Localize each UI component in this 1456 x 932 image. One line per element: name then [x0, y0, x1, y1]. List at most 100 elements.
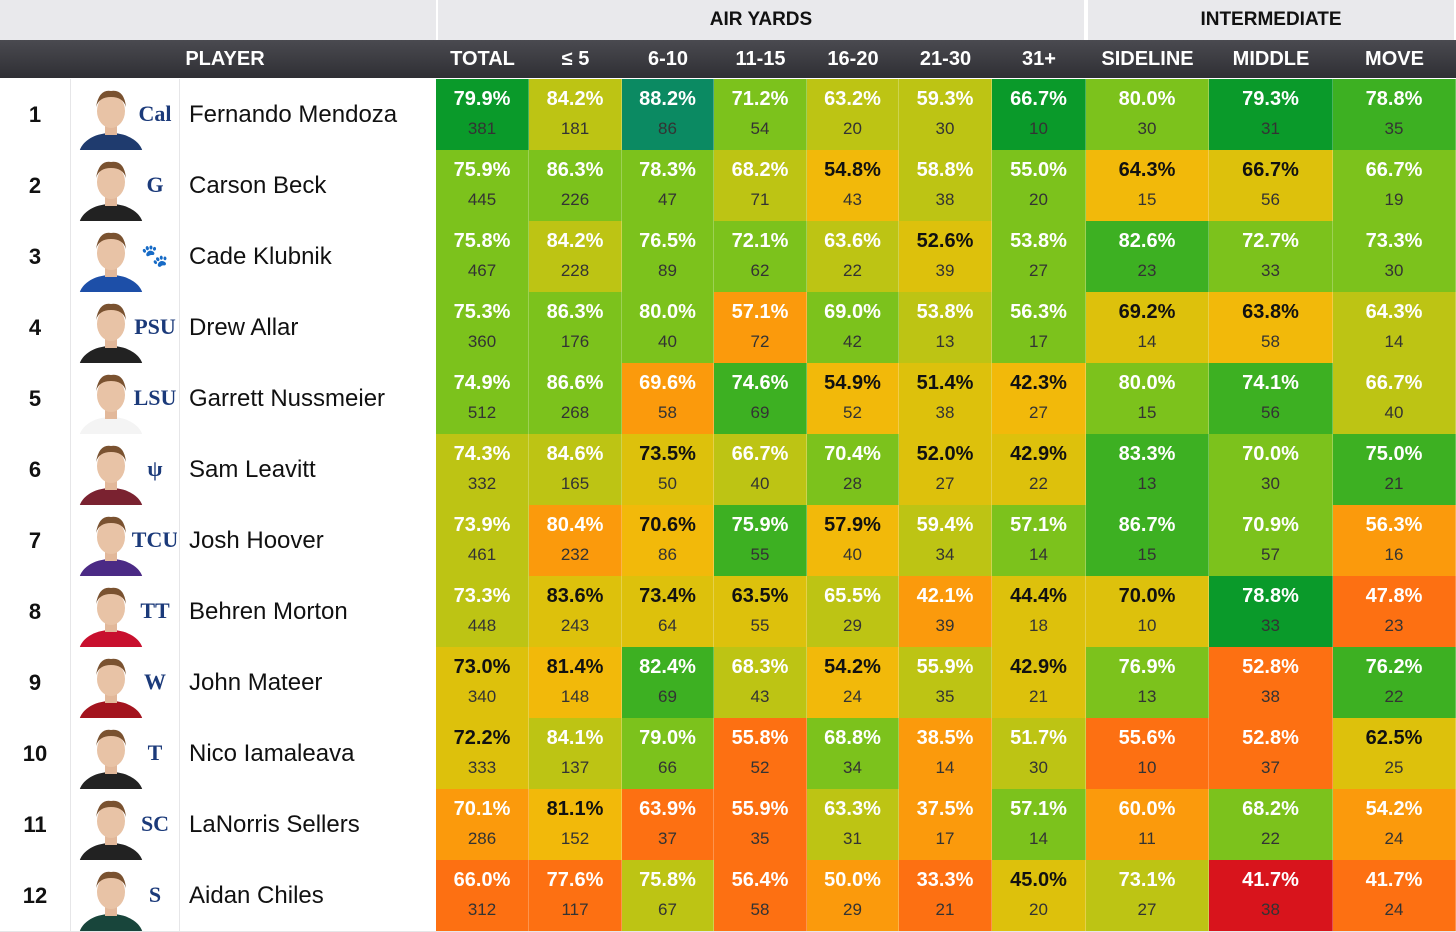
- attempt-count: 332: [467, 474, 497, 493]
- completion-pct: 84.1%: [546, 727, 604, 749]
- player-name: LaNorris Sellers: [189, 810, 360, 838]
- stat-cell: 84.6% 165: [529, 434, 622, 505]
- completion-pct: 42.9%: [1010, 443, 1067, 465]
- stat-cell: 55.9% 35: [714, 789, 807, 860]
- attempt-count: 30: [1029, 758, 1048, 777]
- attempt-count: 66: [658, 758, 677, 777]
- attempt-count: 86: [658, 545, 677, 564]
- stat-cell: 73.4% 64: [622, 576, 714, 647]
- completion-pct: 57.1%: [1010, 798, 1067, 820]
- column-header: 6-10: [647, 47, 689, 70]
- completion-pct: 55.8%: [731, 727, 789, 749]
- attempt-count: 14: [1029, 545, 1048, 564]
- attempt-count: 243: [560, 616, 590, 635]
- completion-pct: 38.5%: [916, 727, 974, 749]
- completion-pct: 42.3%: [1010, 372, 1067, 394]
- completion-pct: 69.6%: [639, 372, 696, 394]
- completion-pct: 86.6%: [546, 372, 604, 394]
- texastech-logo: TT: [140, 598, 170, 623]
- completion-pct: 70.0%: [1118, 585, 1176, 607]
- attempt-count: 31: [843, 829, 862, 848]
- completion-pct: 75.9%: [453, 159, 511, 181]
- attempt-count: 226: [560, 190, 590, 209]
- attempt-count: 181: [560, 119, 590, 138]
- completion-pct: 52.0%: [916, 443, 974, 465]
- completion-pct: 76.9%: [1118, 656, 1176, 678]
- stat-cell: 56.3% 17: [992, 292, 1086, 363]
- attempt-count: 57: [1261, 545, 1280, 564]
- avatar: S: [70, 860, 180, 931]
- attempt-count: 13: [1137, 687, 1157, 706]
- completion-pct: 75.3%: [453, 301, 511, 323]
- attempt-count: 14: [935, 758, 955, 777]
- stat-cell: 56.4% 58: [714, 860, 807, 931]
- stat-cell: 44.4% 18: [992, 576, 1086, 647]
- southcarolina-logo: SC: [141, 811, 169, 836]
- column-header: 31+: [1022, 47, 1056, 70]
- completion-pct: 70.1%: [453, 798, 511, 820]
- column-header: MIDDLE: [1232, 47, 1310, 70]
- attempt-count: 268: [560, 403, 590, 422]
- player-name: Nico Iamaleava: [189, 739, 355, 767]
- column-header: ≤ 5: [561, 47, 590, 70]
- completion-pct: 54.9%: [824, 372, 881, 394]
- table-row: 3 🐾 Cade Klubnik 75.8% 467 84.2% 228 76.5% 89 72.…: [0, 221, 1456, 293]
- column-header: 21-30: [919, 47, 972, 70]
- attempt-count: 30: [1384, 261, 1404, 280]
- attempt-count: 72: [750, 332, 770, 351]
- attempt-count: 52: [750, 758, 770, 777]
- completion-pct: 88.2%: [639, 88, 696, 110]
- completion-pct: 41.7%: [1365, 869, 1423, 891]
- completion-pct: 84.2%: [546, 230, 604, 252]
- completion-pct: 69.2%: [1118, 301, 1176, 323]
- avatar: G: [70, 150, 180, 221]
- player-photo-icon: G: [79, 161, 164, 221]
- stat-cell: 83.3% 13: [1086, 434, 1209, 505]
- stat-cell: 79.3% 31: [1209, 79, 1333, 150]
- completion-pct: 73.9%: [453, 514, 511, 536]
- completion-pct: 86.3%: [546, 301, 604, 323]
- player-rank: 9: [28, 669, 42, 695]
- attempt-count: 10: [1137, 616, 1157, 635]
- attempt-count: 13: [935, 332, 955, 351]
- attempt-count: 22: [1029, 474, 1048, 493]
- stat-cell: 70.0% 10: [1086, 576, 1209, 647]
- attempt-count: 21: [935, 900, 955, 919]
- attempt-count: 21: [1029, 687, 1048, 706]
- attempt-count: 10: [1137, 758, 1157, 777]
- attempt-count: 14: [1137, 332, 1157, 351]
- table-row: 5 LSU Garrett Nussmeier 74.9% 512 86.6% 268 69.…: [0, 363, 1456, 435]
- stat-cell: 86.3% 176: [529, 292, 622, 363]
- avatar: LSU: [70, 363, 180, 434]
- stat-cell: 65.5% 29: [807, 576, 899, 647]
- attempt-count: 30: [1261, 474, 1280, 493]
- stat-cell: 76.9% 13: [1086, 647, 1209, 718]
- stat-cell: 62.5% 25: [1333, 718, 1456, 789]
- completion-pct: 64.3%: [1365, 301, 1423, 323]
- stat-cell: 37.5% 17: [899, 789, 992, 860]
- completion-pct: 63.3%: [824, 798, 881, 820]
- stat-cell: 70.9% 57: [1209, 505, 1333, 576]
- table-row: 8 TT Behren Morton 73.3% 448 83.6% 243 73.4% 64 6…: [0, 576, 1456, 648]
- completion-pct: 68.3%: [731, 656, 789, 678]
- stat-cell: 68.3% 43: [714, 647, 807, 718]
- completion-pct: 72.7%: [1242, 230, 1299, 252]
- table-row: 6 ψ Sam Leavitt 74.3% 332 84.6% 165 73.5% 50 66.7…: [0, 434, 1456, 506]
- completion-pct: 78.3%: [639, 159, 696, 181]
- completion-pct: 78.8%: [1365, 88, 1423, 110]
- table-row: 2 G Carson Beck 75.9% 445 86.3% 226 78.3% 47 68.2…: [0, 150, 1456, 222]
- attempt-count: 467: [467, 261, 497, 280]
- lsu-logo: LSU: [134, 385, 177, 410]
- attempt-count: 67: [658, 900, 677, 919]
- stat-cell: 55.0% 20: [992, 150, 1086, 221]
- completion-pct: 73.0%: [453, 656, 511, 678]
- asu-logo: ψ: [147, 456, 162, 481]
- completion-pct: 70.4%: [824, 443, 881, 465]
- player-photo-icon: Cal: [79, 90, 172, 150]
- stat-cell: 66.7% 19: [1333, 150, 1456, 221]
- completion-pct: 70.0%: [1242, 443, 1299, 465]
- attempt-count: 24: [843, 687, 862, 706]
- stat-cell: 84.2% 181: [529, 79, 622, 150]
- completion-pct: 57.9%: [824, 514, 881, 536]
